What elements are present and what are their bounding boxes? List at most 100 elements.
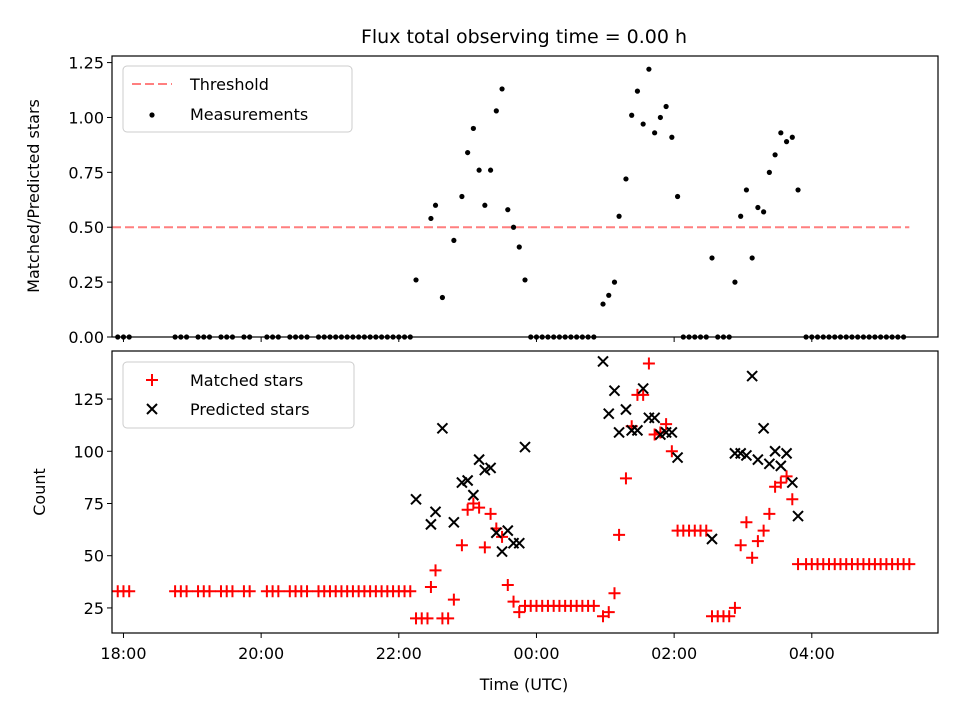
measurements-point bbox=[470, 125, 476, 132]
measurements-point bbox=[749, 255, 755, 261]
matched-stars-point bbox=[728, 601, 741, 614]
predicted-stars-point bbox=[780, 447, 793, 460]
matched-stars-point bbox=[734, 539, 747, 552]
predicted-stars-point bbox=[746, 370, 758, 382]
matched-stars-point bbox=[478, 541, 491, 554]
matched-stars-point bbox=[484, 507, 497, 520]
predicted-stars-point bbox=[757, 422, 770, 434]
matched-stars-point bbox=[203, 585, 216, 598]
matched-stars-point bbox=[461, 503, 474, 516]
measurements-point bbox=[600, 301, 606, 307]
chart-title: Flux total observing time = 0.00 h bbox=[361, 26, 687, 48]
matched-stars-point bbox=[429, 564, 442, 577]
matched-stars-point bbox=[272, 585, 285, 598]
predicted-stars-point bbox=[763, 458, 776, 470]
matched-stars-point bbox=[786, 493, 799, 506]
bottom-y-tick-label: 25 bbox=[84, 599, 104, 618]
matched-stars-point bbox=[424, 581, 437, 594]
measurements-point bbox=[522, 277, 528, 283]
predicted-stars-point bbox=[792, 510, 804, 522]
predicted-stars-point bbox=[637, 382, 649, 395]
predicted-stars-point bbox=[448, 516, 460, 528]
matched-stars-point bbox=[226, 585, 239, 598]
matched-stars-point bbox=[513, 606, 526, 619]
matched-stars-point bbox=[602, 606, 615, 619]
predicted-stars-point bbox=[597, 355, 609, 368]
x-axis-label: Time (UTC) bbox=[479, 675, 568, 694]
measurements-point bbox=[459, 193, 465, 200]
bottom-y-tick-label: 50 bbox=[84, 547, 104, 566]
ratio-panel: Flux total observing time = 0.00 h Match… bbox=[24, 26, 939, 347]
predicted-stars-point bbox=[502, 524, 514, 537]
measurements-point bbox=[439, 294, 445, 301]
measurements-point bbox=[778, 130, 784, 136]
predicted-stars-point bbox=[631, 424, 644, 437]
matched-legend-swatch bbox=[146, 374, 158, 386]
bottom-legend: Matched stars Predicted stars bbox=[122, 361, 355, 429]
predicted-stars-point bbox=[425, 518, 437, 531]
matched-stars-point bbox=[723, 610, 736, 623]
measurements-point bbox=[629, 112, 635, 118]
x-tick-label: 22:00 bbox=[376, 644, 422, 663]
matched-stars-point bbox=[421, 612, 434, 625]
predicted-stars-point bbox=[608, 384, 621, 397]
matched-stars-point bbox=[619, 472, 632, 485]
measurements-point bbox=[657, 114, 663, 121]
matched-stars-point bbox=[751, 535, 764, 548]
matched-stars-point bbox=[613, 528, 626, 541]
predicted-stars-point bbox=[620, 403, 632, 416]
matched-stars-point bbox=[774, 476, 787, 489]
matched-stars-point bbox=[301, 585, 314, 598]
matched-stars-point bbox=[608, 587, 621, 600]
predicted-stars-point bbox=[490, 527, 503, 539]
matched-stars-point bbox=[740, 516, 753, 529]
measurements-point bbox=[743, 187, 750, 193]
bottom-plot-frame bbox=[111, 350, 939, 634]
measurements-point bbox=[640, 121, 646, 127]
top-plot-frame bbox=[111, 55, 939, 338]
matched-stars-point bbox=[660, 418, 673, 431]
measurements-point bbox=[761, 209, 767, 215]
predicted-stars-point bbox=[496, 545, 508, 558]
measurements-point bbox=[413, 277, 419, 283]
bottom-y-tick-label: 100 bbox=[73, 442, 104, 461]
measurements-point bbox=[709, 255, 715, 261]
predicted-stars-point bbox=[410, 493, 422, 506]
matched-stars-point bbox=[243, 585, 256, 598]
measurements-point bbox=[755, 204, 761, 211]
matched-stars-point bbox=[903, 558, 916, 571]
predicted-stars-point bbox=[666, 426, 678, 439]
predicted-stars-point bbox=[648, 412, 661, 424]
measurements-point bbox=[783, 139, 790, 145]
matched-stars-point bbox=[780, 470, 793, 483]
predicted-stars-point bbox=[461, 474, 474, 487]
matched-stars-point bbox=[447, 593, 460, 606]
matched-stars-point bbox=[404, 585, 417, 598]
x-tick-label: 18:00 bbox=[100, 644, 146, 663]
predicted-stars-point bbox=[513, 537, 525, 549]
measurements-point bbox=[487, 167, 494, 173]
measurements-point bbox=[674, 193, 681, 200]
predicted-stars-point bbox=[467, 489, 480, 501]
predicted-stars-point bbox=[671, 451, 684, 464]
legend-matched-label: Matched stars bbox=[190, 371, 303, 390]
top-y-tick-label: 1.25 bbox=[68, 54, 104, 73]
predicted-stars-point bbox=[473, 453, 485, 466]
top-y-tick-label: 0.50 bbox=[68, 218, 104, 237]
predicted-stars-point bbox=[769, 445, 781, 457]
bottom-y-axis-label: Count bbox=[30, 468, 49, 516]
predicted-stars-point bbox=[484, 462, 497, 474]
matched-stars-point bbox=[746, 551, 759, 564]
matched-stars-point bbox=[180, 585, 193, 598]
measurements-point bbox=[482, 202, 488, 208]
measurements-point bbox=[606, 292, 612, 298]
matched-stars-point bbox=[654, 426, 667, 439]
x-tick-label: 00:00 bbox=[513, 644, 559, 663]
top-y-axis-label: Matched/Predicted stars bbox=[24, 99, 43, 293]
legend-predicted-label: Predicted stars bbox=[190, 400, 310, 419]
predicted-stars-point bbox=[740, 449, 753, 462]
measurements-point bbox=[663, 103, 669, 110]
measurements-point bbox=[795, 187, 801, 193]
measurements-point bbox=[646, 66, 652, 72]
